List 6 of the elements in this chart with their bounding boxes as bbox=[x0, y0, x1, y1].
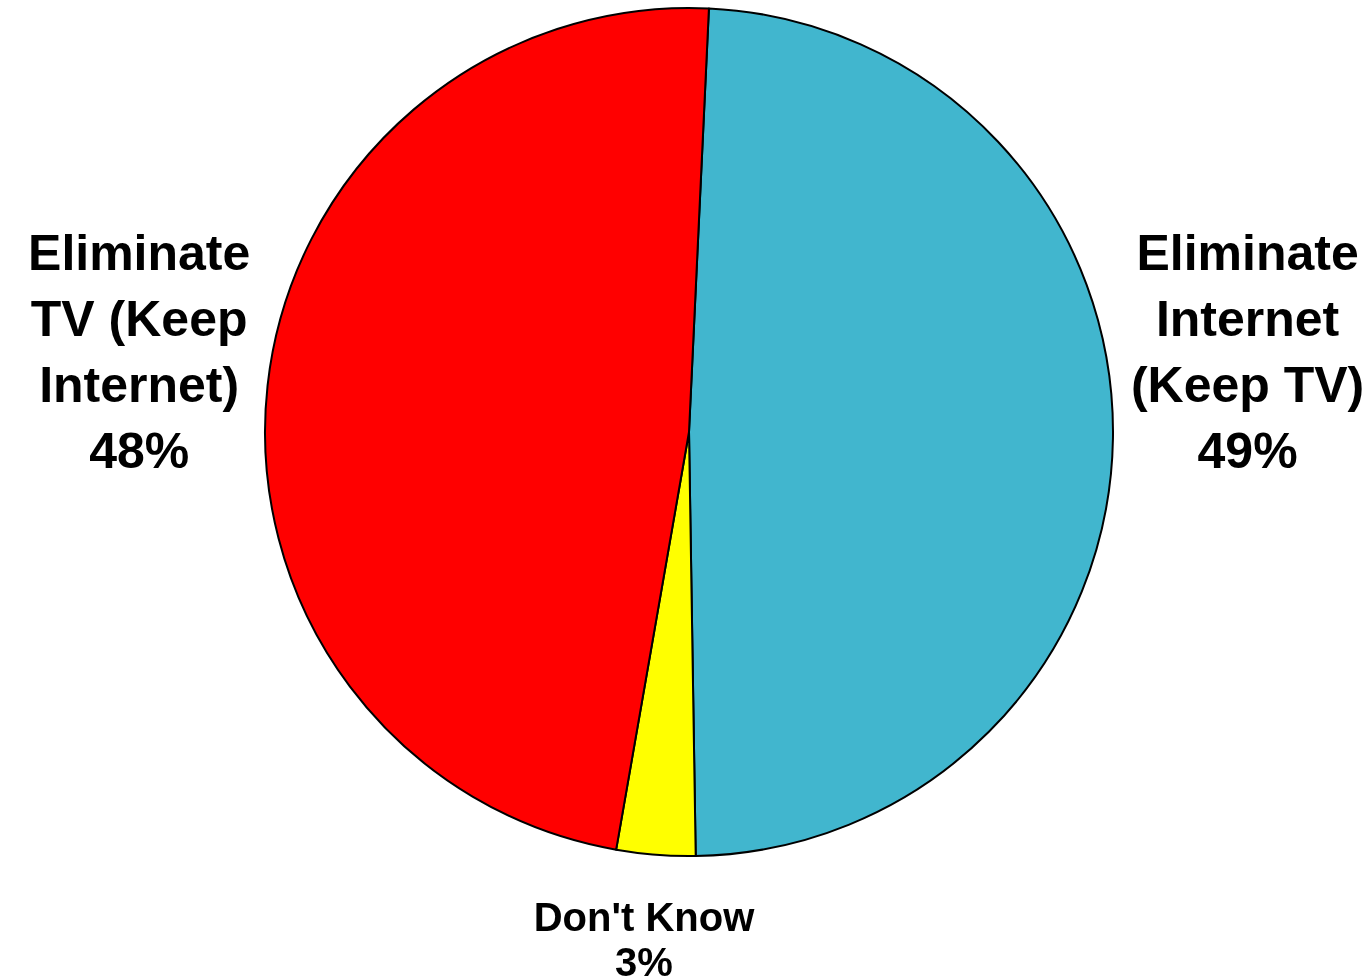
slice-label: Eliminate TV (Keep Internet) bbox=[28, 225, 251, 414]
data-label: 3% bbox=[615, 940, 673, 980]
data-label: 49% bbox=[1197, 423, 1298, 480]
slice-label: Don't Know bbox=[533, 895, 756, 940]
data-label: 48% bbox=[89, 423, 190, 480]
slice-label: Eliminate Internet (Keep TV) bbox=[1130, 225, 1365, 414]
